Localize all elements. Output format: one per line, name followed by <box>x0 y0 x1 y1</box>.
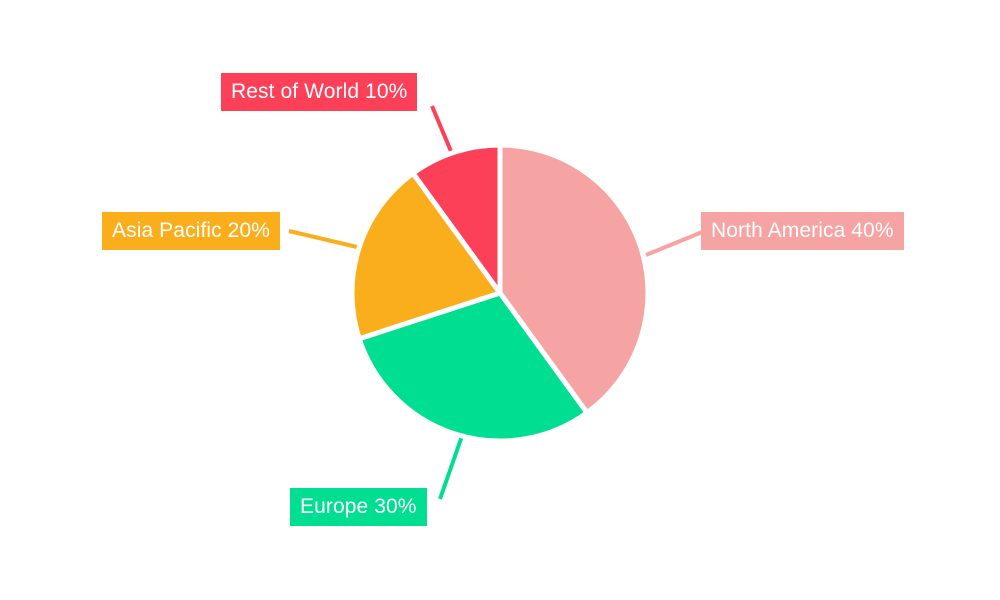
pie-label-north-america[interactable]: North America 40% <box>701 212 904 250</box>
pie-slices <box>349 142 651 444</box>
pie-slice-asia-pacific[interactable] <box>349 170 503 342</box>
pie-slice-north-america[interactable] <box>497 142 651 416</box>
leader-line-europe <box>438 435 464 500</box>
pie-label-europe[interactable]: Europe 30% <box>290 488 427 526</box>
leader-line-asia-pacific <box>288 229 358 249</box>
pie-slice-europe[interactable] <box>356 290 590 444</box>
pie-label-rest-of-world[interactable]: Rest of World 10% <box>221 73 418 111</box>
pie-slice-rest-of-world[interactable] <box>410 142 503 296</box>
pie-label-asia-pacific[interactable]: Asia Pacific 20% <box>102 212 281 250</box>
